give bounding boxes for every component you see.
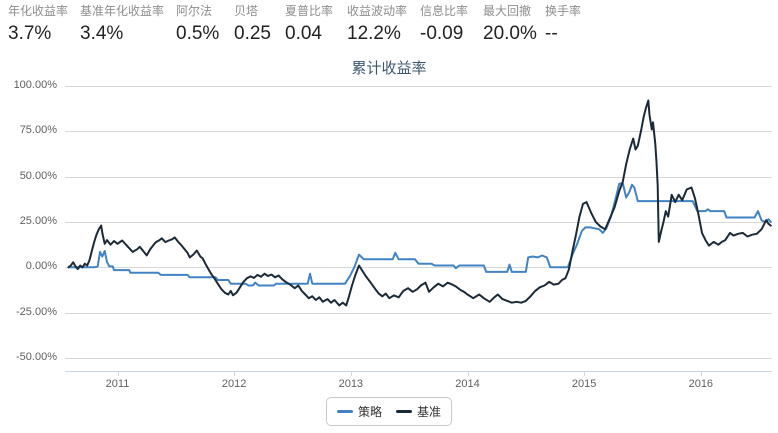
stat-value: 0.04	[285, 23, 322, 44]
y-axis-label: 25.00%	[19, 215, 57, 227]
y-axis-label: 50.00%	[19, 169, 57, 182]
y-axis-label: 0.00%	[25, 260, 57, 273]
benchmark-line	[67, 99, 772, 307]
stat-value: --	[545, 23, 558, 44]
plot-area	[65, 86, 772, 376]
stat-label: 基准年化收益率	[80, 4, 165, 18]
legend-item-strategy[interactable]: 策略	[336, 403, 382, 420]
y-axis-label: 75.00%	[19, 124, 57, 137]
stat-label: 年化收益率	[8, 4, 69, 18]
stat-alpha: 阿尔法 0.5%	[176, 4, 219, 45]
legend-label: 策略	[357, 405, 382, 419]
stat-max-drawdown: 最大回撤 20.0%	[483, 4, 537, 45]
x-axis-label: 2016	[688, 378, 714, 390]
y-axis-label: 100.00%	[13, 79, 57, 91]
stat-beta: 贝塔 0.25	[234, 4, 271, 45]
stat-volatility: 收益波动率 12.2%	[347, 4, 407, 45]
stat-label: 阿尔法	[176, 4, 213, 18]
stat-label: 收益波动率	[347, 4, 408, 18]
stat-value: 3.7%	[8, 23, 52, 44]
stat-benchmark-annualized-return: 基准年化收益率 3.4%	[80, 4, 164, 45]
stat-sharpe-ratio: 夏普比率 0.04	[285, 4, 333, 45]
stat-information-ratio: 信息比率 -0.09	[420, 4, 468, 45]
legend: 策略 基准	[0, 397, 778, 426]
y-axis-label: -25.00%	[16, 305, 57, 318]
legend-box: 策略 基准	[325, 397, 453, 426]
stat-label: 换手率	[545, 4, 582, 18]
stat-annualized-return: 年化收益率 3.7%	[8, 4, 68, 45]
x-axis-label: 2014	[455, 378, 480, 390]
legend-item-benchmark[interactable]: 基准	[396, 403, 441, 420]
legend-label: 基准	[417, 405, 442, 419]
stat-value: -0.09	[420, 23, 464, 44]
stat-label: 最大回撤	[483, 4, 532, 18]
stat-value: 0.25	[234, 23, 271, 44]
x-axis-label: 2012	[221, 378, 247, 390]
y-axis-label: -50.00%	[16, 351, 57, 363]
x-axis-label: 2013	[338, 378, 364, 390]
chart-title: 累计收益率	[351, 60, 427, 77]
stat-label: 贝塔	[234, 4, 259, 18]
stat-value: 0.5%	[176, 23, 220, 44]
x-axis-label: 2015	[571, 378, 597, 390]
stat-value: 3.4%	[80, 23, 124, 44]
strategy-line	[67, 182, 772, 287]
x-axis-label: 2011	[105, 378, 130, 390]
stat-label: 信息比率	[420, 4, 469, 18]
stat-turnover-rate: 换手率 --	[545, 4, 581, 45]
stat-label: 夏普比率	[285, 4, 334, 18]
legend-swatch-strategy	[336, 410, 353, 413]
stat-value: 20.0%	[483, 23, 537, 44]
stat-value: 12.2%	[347, 23, 401, 44]
legend-swatch-benchmark	[396, 410, 412, 413]
